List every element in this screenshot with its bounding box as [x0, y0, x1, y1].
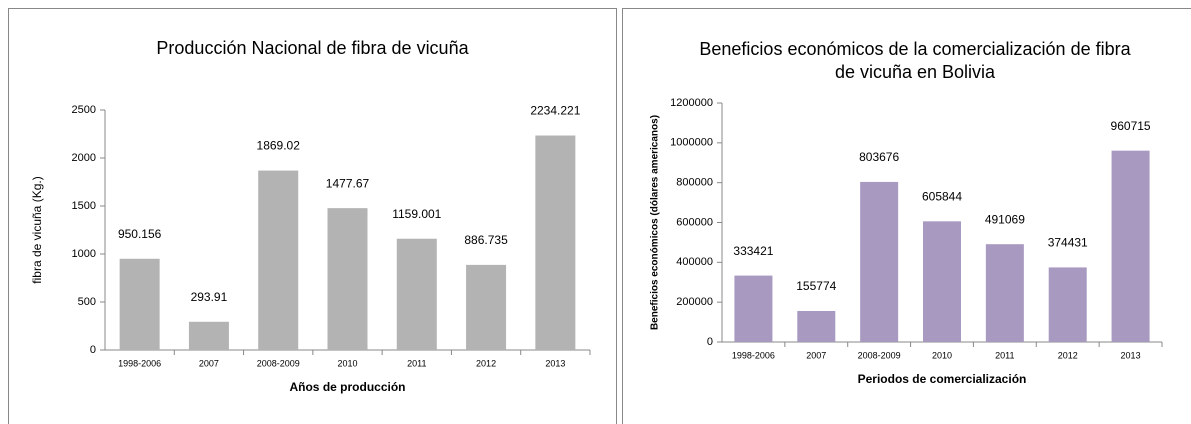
y-tick-label: 1500	[72, 200, 96, 212]
panel-border	[622, 8, 1191, 424]
x-tick-label: 2010	[932, 350, 952, 360]
y-tick-label: 800000	[676, 177, 713, 189]
x-tick-label: 2011	[995, 350, 1014, 360]
value-label: 333421	[733, 244, 773, 258]
value-label: 1477.67	[326, 176, 370, 190]
y-axis-label: fibra de vicuña (Kg.)	[30, 176, 44, 283]
value-label: 1159.001	[392, 207, 441, 221]
bar	[923, 221, 961, 342]
value-label: 960715	[1111, 119, 1151, 133]
y-tick-label: 600000	[676, 216, 713, 228]
y-tick-label: 0	[90, 344, 96, 356]
bar	[188, 321, 229, 350]
x-tick-label: 2008-2009	[257, 358, 300, 368]
x-axis-label: Años de producción	[289, 380, 405, 394]
value-label: 605844	[922, 190, 962, 204]
x-tick-label: 1998-2006	[118, 358, 161, 368]
y-tick-label: 1200000	[670, 97, 713, 109]
bar	[797, 310, 836, 342]
bar	[1048, 267, 1087, 342]
bar	[466, 264, 507, 350]
y-tick-label: 1000	[72, 248, 96, 260]
x-tick-label: 2010	[337, 358, 357, 368]
x-tick-label: 2013	[1121, 350, 1141, 360]
value-label: 1869.02	[257, 139, 301, 153]
x-tick-label: 2013	[545, 358, 565, 368]
bar	[396, 238, 437, 350]
x-tick-label: 2012	[476, 358, 496, 368]
y-tick-label: 500	[78, 296, 96, 308]
bar	[734, 275, 773, 342]
value-label: 293.91	[191, 290, 228, 304]
x-tick-label: 2007	[806, 350, 826, 360]
value-label: 2234.221	[530, 104, 580, 118]
panel-border	[8, 8, 617, 424]
bar	[860, 181, 899, 342]
y-axis-label: Beneficios económicos (dólares americano…	[650, 115, 661, 330]
x-tick-label: 2007	[199, 358, 219, 368]
x-tick-label: 2011	[407, 358, 426, 368]
x-axis-label: Periodos de comercialización	[858, 372, 1027, 386]
bar	[1111, 150, 1150, 342]
x-tick-label: 2012	[1058, 350, 1078, 360]
bar	[985, 244, 1024, 342]
y-tick-label: 1000000	[670, 137, 713, 149]
y-tick-label: 0	[707, 336, 713, 348]
chart-title: Beneficios económicos de la comercializa…	[699, 39, 1131, 82]
y-tick-label: 200000	[676, 296, 713, 308]
value-label: 491069	[985, 212, 1025, 226]
bar	[119, 258, 160, 350]
y-tick-label: 400000	[676, 256, 713, 268]
y-tick-label: 2500	[72, 104, 96, 116]
bar	[535, 135, 576, 350]
y-tick-label: 2000	[72, 152, 96, 164]
bar	[327, 208, 368, 350]
value-label: 886.735	[464, 233, 508, 247]
value-label: 803676	[859, 150, 899, 164]
value-label: 374431	[1048, 236, 1088, 250]
x-tick-label: 1998-2006	[732, 350, 775, 360]
bar	[258, 170, 299, 350]
value-label: 950.156	[118, 227, 162, 241]
x-tick-label: 2008-2009	[858, 350, 901, 360]
chart-title: Producción Nacional de fibra de vicuña	[156, 38, 469, 58]
value-label: 155774	[796, 279, 836, 293]
